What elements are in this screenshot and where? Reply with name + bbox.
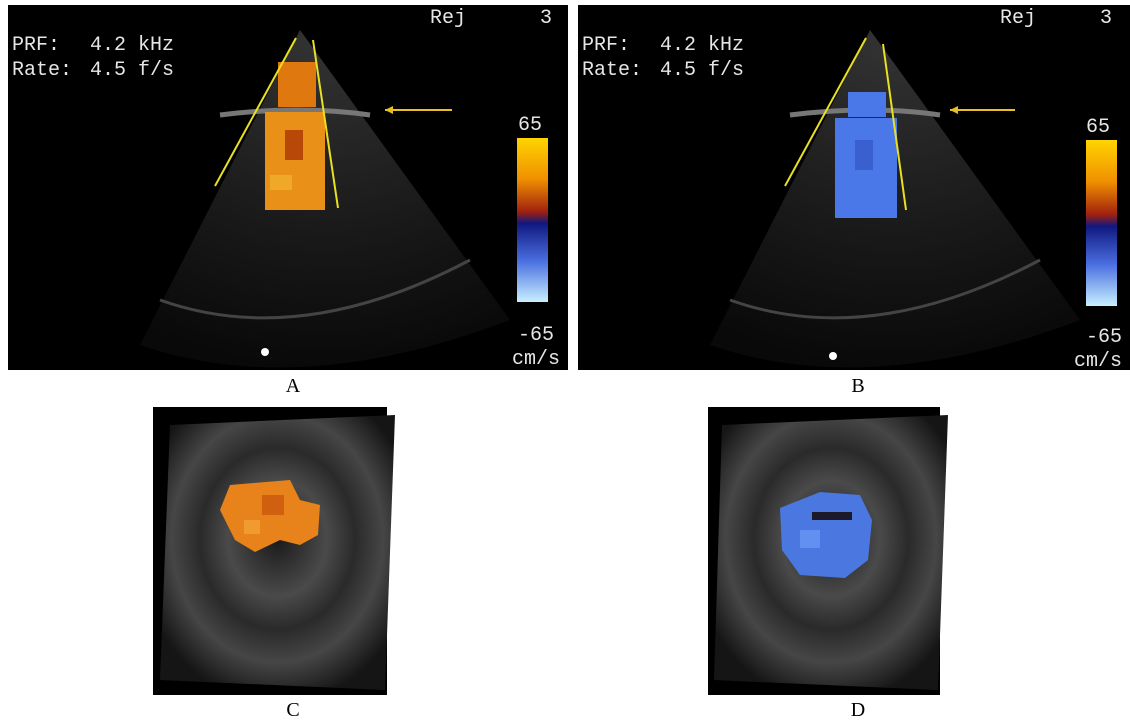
marker — [829, 352, 837, 360]
panel-label: B — [851, 375, 864, 397]
marker — [261, 348, 269, 356]
scale-unit: cm/s — [512, 348, 560, 371]
rej-label: Rej — [1000, 7, 1036, 30]
prf-label: PRF: — [12, 34, 60, 57]
panel-label: D — [851, 699, 865, 721]
scale-min: -65 — [1086, 326, 1122, 349]
color-bar — [1086, 140, 1117, 306]
rate-value: 4.5 f/s — [90, 59, 174, 82]
panel-label: A — [286, 375, 301, 397]
panel-d: D — [708, 407, 948, 721]
page: {"panels": [ {"label": "A", "overlay": {… — [0, 0, 1130, 723]
cross-section — [160, 415, 395, 690]
flow-color — [780, 492, 872, 578]
scale-unit: cm/s — [1074, 350, 1122, 373]
prf-value: 4.2 kHz — [660, 34, 744, 57]
scale-min: -65 — [518, 324, 554, 347]
panel-c: C — [153, 407, 395, 721]
figure: Rej 3 PRF: 4.2 kHz Rate: 4.5 f/s 65 -65 … — [0, 0, 1130, 723]
panel-a: Rej 3 PRF: 4.2 kHz Rate: 4.5 f/s 65 -65 … — [8, 5, 568, 397]
panel-b: Rej 3 PRF: 4.2 kHz Rate: 4.5 f/s 65 -65 … — [578, 5, 1130, 397]
color-bar — [517, 138, 548, 302]
scale-max: 65 — [518, 114, 542, 137]
rate-value: 4.5 f/s — [660, 59, 744, 82]
rej-value: 3 — [540, 7, 552, 30]
rate-label: Rate: — [582, 59, 642, 82]
prf-value: 4.2 kHz — [90, 34, 174, 57]
panel-label: C — [286, 699, 299, 721]
rej-value: 3 — [1100, 7, 1112, 30]
rej-label: Rej — [430, 7, 466, 30]
rate-label: Rate: — [12, 59, 72, 82]
prf-label: PRF: — [582, 34, 630, 57]
scale-max: 65 — [1086, 116, 1110, 139]
